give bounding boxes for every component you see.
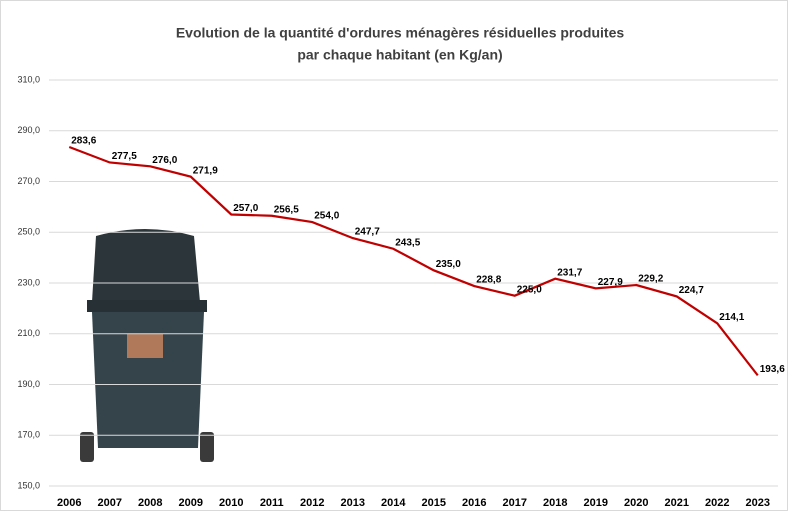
x-tick-label: 2010 <box>219 497 243 509</box>
data-label: 229,2 <box>638 274 663 285</box>
data-label: 247,7 <box>355 227 380 238</box>
data-label: 231,7 <box>557 267 582 278</box>
x-tick-label: 2014 <box>381 497 406 509</box>
data-label: 225,0 <box>517 284 542 295</box>
y-tick-label: 290,0 <box>17 125 40 135</box>
x-tick-label: 2011 <box>260 497 284 509</box>
y-tick-label: 250,0 <box>17 227 40 237</box>
y-tick-label: 230,0 <box>17 277 40 287</box>
y-tick-label: 150,0 <box>17 480 40 490</box>
y-tick-label: 190,0 <box>17 379 40 389</box>
x-tick-label: 2009 <box>179 497 203 509</box>
x-tick-label: 2018 <box>543 497 567 509</box>
data-label: 283,6 <box>71 136 96 147</box>
trash-bin <box>80 229 214 462</box>
data-label: 243,5 <box>395 237 420 248</box>
data-label: 224,7 <box>679 285 704 296</box>
x-tick-label: 2020 <box>624 497 648 509</box>
x-tick-label: 2013 <box>341 497 365 509</box>
x-tick-label: 2007 <box>98 497 122 509</box>
x-tick-label: 2016 <box>462 497 486 509</box>
y-tick-label: 170,0 <box>17 430 40 440</box>
x-tick-label: 2023 <box>746 497 770 509</box>
x-tick-label: 2019 <box>584 497 608 509</box>
data-label: 271,9 <box>193 165 218 176</box>
y-tick-label: 270,0 <box>17 176 40 186</box>
x-tick-label: 2015 <box>422 497 446 509</box>
data-label: 214,1 <box>719 312 744 323</box>
data-label: 254,0 <box>314 211 339 222</box>
line <box>68 145 759 377</box>
data-label: 257,0 <box>233 203 258 214</box>
chart-title: Evolution de la quantité d'ordures ménag… <box>176 25 625 41</box>
y-tick-label: 210,0 <box>17 328 40 338</box>
y-tick-label: 310,0 <box>17 74 40 84</box>
x-tick-label: 2022 <box>705 497 729 509</box>
data-label: 277,5 <box>112 151 137 162</box>
data-label: 276,0 <box>152 155 177 166</box>
data-label: 235,0 <box>436 259 461 270</box>
x-tick-label: 2006 <box>57 497 81 509</box>
x-tick-label: 2017 <box>503 497 527 509</box>
x-tick-label: 2021 <box>665 497 689 509</box>
data-label: 256,5 <box>274 204 299 215</box>
chart-title: par chaque habitant (en Kg/an) <box>297 47 502 63</box>
data-label: 227,9 <box>598 277 623 288</box>
data-label: 228,8 <box>476 275 501 286</box>
data-label: 193,6 <box>760 364 785 375</box>
x-tick-label: 2012 <box>300 497 324 509</box>
x-tick-label: 2008 <box>138 497 162 509</box>
